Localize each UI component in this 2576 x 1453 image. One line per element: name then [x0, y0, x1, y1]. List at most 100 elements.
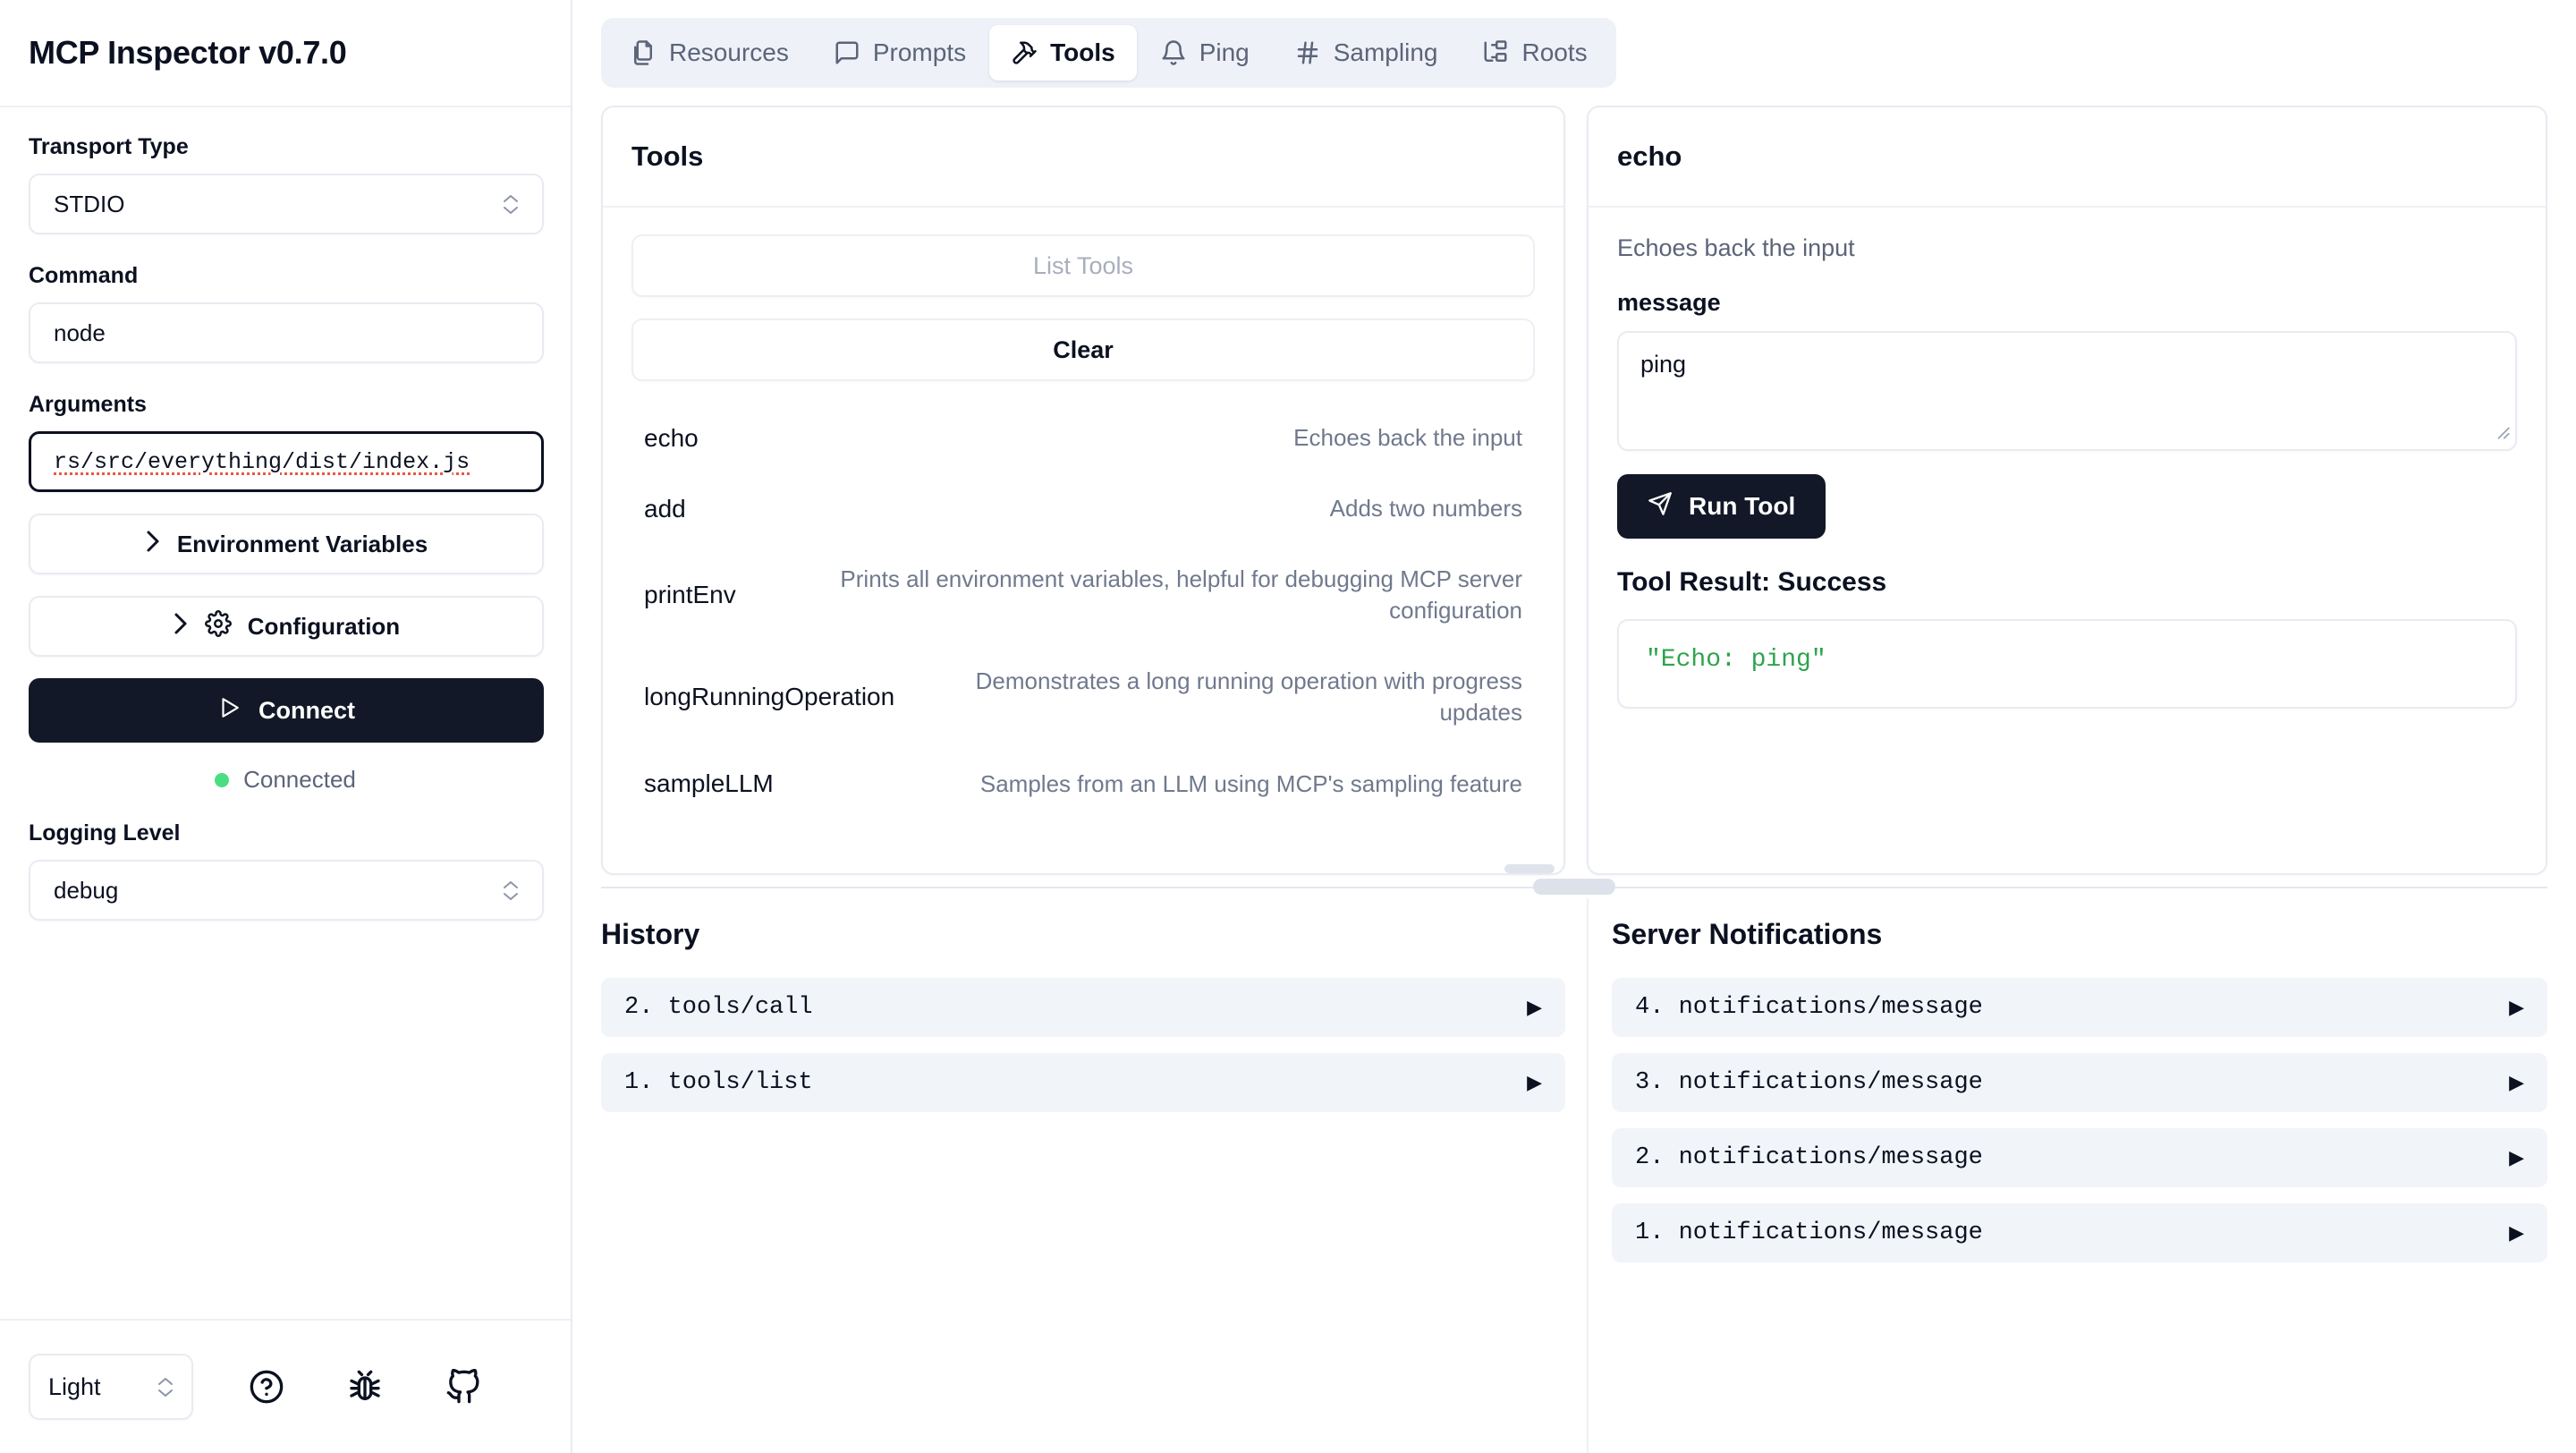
tool-list-item[interactable]: printEnv Prints all environment variable… [631, 544, 1535, 646]
bug-icon[interactable] [340, 1362, 390, 1412]
transport-type-label: Transport Type [29, 134, 189, 159]
clear-button[interactable]: Clear [631, 319, 1535, 381]
tool-list-item[interactable]: longRunningOperation Demonstrates a long… [631, 646, 1535, 748]
tools-panel-body: List Tools Clear echo Echoes back the in… [603, 208, 1563, 873]
tool-detail-description: Echoes back the input [1617, 234, 1855, 261]
connect-label: Connect [258, 696, 355, 724]
configuration-label: Configuration [247, 612, 401, 640]
chevron-right-icon [173, 612, 189, 642]
panes: Tools List Tools Clear echo Echoes back … [572, 88, 2576, 1453]
theme-value: Light [48, 1372, 101, 1400]
tool-description: Samples from an LLM using MCP's sampling… [979, 769, 1522, 797]
environment-variables-label: Environment Variables [176, 530, 428, 557]
history-entry[interactable]: 2. tools/call ▶ [601, 978, 1565, 1037]
sidebar-footer: Light [0, 1319, 571, 1453]
caret-right-icon: ▶ [2509, 1071, 2524, 1093]
status-dot-icon [215, 772, 230, 787]
tool-list-item[interactable]: sampleLLM Samples from an LLM using MCP'… [631, 749, 1535, 820]
tab-ping[interactable]: Ping [1139, 25, 1271, 81]
list-tools-button[interactable]: List Tools [631, 234, 1535, 297]
history-title: History [601, 918, 700, 950]
connect-button[interactable]: Connect [29, 678, 544, 743]
notification-entry[interactable]: 4. notifications/message ▶ [1612, 978, 2547, 1037]
chevron-right-icon [145, 530, 161, 559]
transport-type-select[interactable]: STDIO [29, 174, 544, 234]
files-icon [630, 39, 657, 66]
chevron-updown-icon [157, 1377, 174, 1398]
tools-panel-title: Tools [631, 140, 704, 172]
sidebar-body: Transport Type STDIO Command node Argume… [0, 107, 571, 1319]
tools-horizontal-scrollbar[interactable] [835, 864, 1555, 873]
notification-entry-label: 1. notifications/message [1635, 1219, 1983, 1246]
environment-variables-button[interactable]: Environment Variables [29, 514, 544, 574]
chevron-updown-icon [503, 880, 519, 901]
tabs-container: Resources Prompts [572, 0, 2576, 88]
caret-right-icon: ▶ [1527, 996, 1542, 1018]
connection-status: Connected [29, 766, 542, 794]
tool-result-box: "Echo: ping" [1617, 619, 2517, 709]
logging-level-select[interactable]: debug [29, 860, 544, 921]
server-notifications-title: Server Notifications [1612, 918, 1883, 950]
tools-panel-header: Tools [603, 107, 1563, 208]
tab-tools-label: Tools [1050, 38, 1115, 66]
tab-sampling-label: Sampling [1333, 38, 1438, 66]
run-tool-button[interactable]: Run Tool [1617, 474, 1826, 539]
play-icon [217, 695, 241, 726]
splitter-grip[interactable] [1533, 879, 1615, 895]
tab-ping-label: Ping [1199, 38, 1250, 66]
tab-resources-label: Resources [669, 38, 789, 66]
caret-right-icon: ▶ [2509, 1146, 2524, 1168]
gear-icon [204, 609, 232, 643]
tab-roots-label: Roots [1521, 38, 1588, 66]
status-text: Connected [243, 766, 356, 793]
configuration-button[interactable]: Configuration [29, 596, 544, 657]
notification-entry-label: 3. notifications/message [1635, 1069, 1983, 1096]
help-circle-icon[interactable] [242, 1362, 292, 1412]
message-input[interactable]: ping [1617, 331, 2517, 451]
tool-list-item[interactable]: echo Echoes back the input [631, 403, 1535, 473]
tool-detail-body: Echoes back the input message ping [1589, 208, 2546, 873]
top-row: Tools List Tools Clear echo Echoes back … [601, 106, 2547, 875]
notification-entry-label: 2. notifications/message [1635, 1144, 1983, 1171]
tool-description: Demonstrates a long running operation wi… [975, 667, 1522, 726]
server-notifications-panel: Server Notifications 4. notifications/me… [1587, 898, 2547, 1453]
notification-entry[interactable]: 1. notifications/message ▶ [1612, 1203, 2547, 1262]
tab-resources[interactable]: Resources [608, 25, 810, 81]
notification-entry[interactable]: 2. notifications/message ▶ [1612, 1128, 2547, 1187]
tool-detail-title: echo [1617, 140, 1682, 172]
tool-result-text: "Echo: ping" [1646, 646, 1826, 674]
arguments-label: Arguments [29, 392, 147, 417]
github-icon[interactable] [438, 1362, 488, 1412]
message-arg-label: message [1617, 289, 1721, 316]
caret-right-icon: ▶ [2509, 996, 2524, 1018]
notification-entry-label: 4. notifications/message [1635, 994, 1983, 1021]
history-entry-label: 1. tools/list [624, 1069, 813, 1096]
tool-name: printEnv [644, 581, 736, 609]
tab-roots[interactable]: Roots [1461, 25, 1608, 81]
chevron-updown-icon [503, 194, 519, 215]
tool-list-item[interactable]: add Adds two numbers [631, 473, 1535, 544]
tab-tools[interactable]: Tools [989, 25, 1137, 81]
scrollbar-thumb[interactable] [1504, 864, 1555, 873]
tool-name: add [644, 494, 686, 523]
tool-name: longRunningOperation [644, 683, 895, 711]
send-icon [1648, 491, 1673, 523]
command-input[interactable]: node [29, 302, 544, 363]
history-entry[interactable]: 1. tools/list ▶ [601, 1053, 1565, 1112]
tab-prompts[interactable]: Prompts [812, 25, 987, 81]
caret-right-icon: ▶ [1527, 1071, 1542, 1093]
tab-sampling[interactable]: Sampling [1273, 25, 1460, 81]
notification-entry[interactable]: 3. notifications/message ▶ [1612, 1053, 2547, 1112]
history-entry-label: 2. tools/call [624, 994, 813, 1021]
tool-result-title: Tool Result: Success [1617, 567, 1887, 597]
bottom-row: History 2. tools/call ▶ 1. tools/list ▶ … [601, 898, 2547, 1453]
app-title: MCP Inspector v0.7.0 [29, 34, 347, 71]
message-square-icon [834, 39, 860, 66]
sidebar-header: MCP Inspector v0.7.0 [0, 0, 571, 107]
horizontal-splitter[interactable] [601, 875, 2547, 898]
bell-icon [1160, 39, 1187, 66]
theme-select[interactable]: Light [29, 1354, 193, 1420]
arguments-input[interactable]: rs/src/everything/dist/index.js [29, 431, 544, 492]
tool-detail-header: echo [1589, 107, 2546, 208]
